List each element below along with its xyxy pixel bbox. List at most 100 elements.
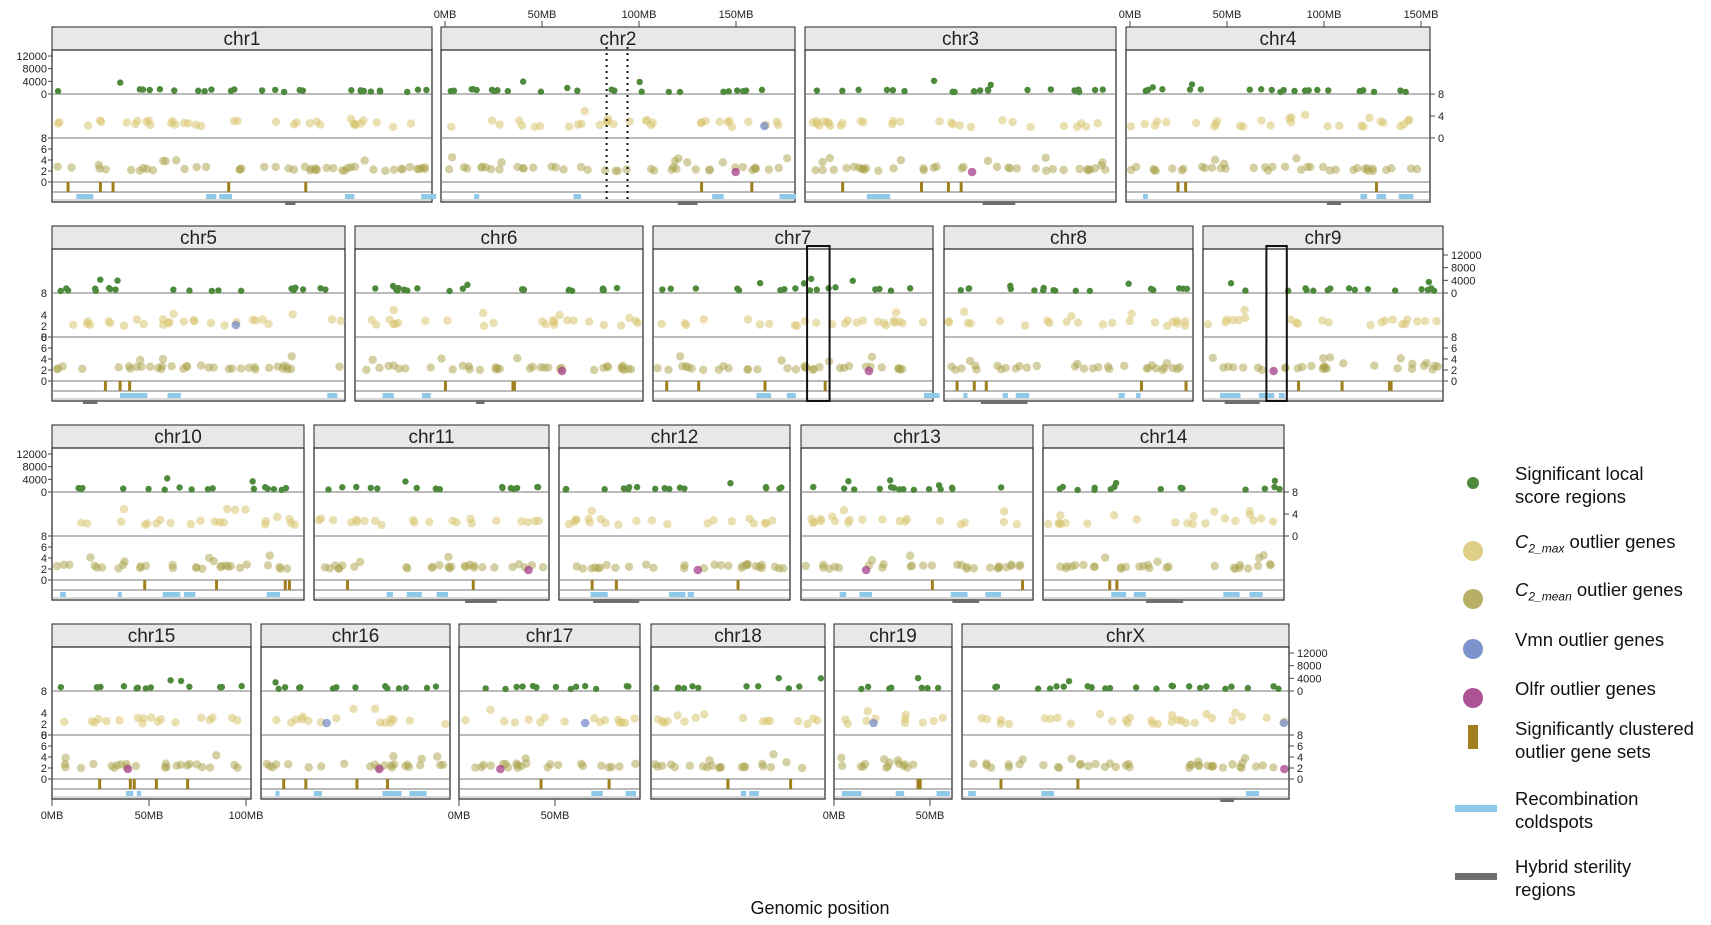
c2max-point — [165, 317, 174, 327]
c2max-point — [1126, 122, 1136, 131]
tan-dot-icon — [1463, 541, 1483, 561]
panel-chr13: chr13 — [800, 424, 1034, 603]
coldspot-segment — [625, 791, 637, 796]
outlier-tick-label: 8 — [41, 730, 47, 742]
local-score-point — [778, 484, 785, 491]
panel-chr8: chr8 — [943, 225, 1194, 404]
bottom-scale-label: 50MB — [916, 810, 945, 822]
c2max-point — [758, 717, 768, 726]
c2mean-point — [1032, 361, 1042, 371]
vmn-point — [322, 718, 331, 728]
local-score-point — [665, 88, 673, 96]
c2mean-point — [1105, 759, 1115, 768]
c2mean-point — [61, 753, 70, 763]
local-score-point — [1040, 284, 1047, 292]
outlier-tick-label: 0 — [1451, 376, 1457, 388]
olfr-point — [496, 764, 505, 774]
c2mean-point — [962, 562, 972, 572]
c2mean-point — [415, 761, 425, 770]
c2mean-point — [1168, 164, 1177, 173]
c2mean-point — [65, 560, 74, 569]
local-score-point — [970, 88, 978, 95]
c2max-point — [900, 718, 910, 728]
legend-label-local: Significant local score regions — [1515, 463, 1644, 507]
c2max-point — [549, 317, 559, 327]
top-scale-label: 100MB — [622, 9, 657, 21]
c2max-point — [727, 517, 736, 526]
cluster-bar — [539, 779, 543, 789]
local-score-point — [1168, 682, 1175, 689]
cluster-bar — [930, 580, 934, 590]
c2max-point — [1040, 714, 1050, 723]
outlier-tick-label: 0 — [41, 177, 47, 189]
local-score-point — [1197, 86, 1205, 93]
panel-title: chrX — [1106, 626, 1145, 647]
c2mean-point — [969, 564, 979, 573]
c2max-point — [1413, 317, 1422, 326]
c2mean-point — [1293, 364, 1303, 373]
c2max-point — [1285, 114, 1294, 123]
c2max-point — [405, 716, 415, 725]
local-score-point — [464, 281, 471, 289]
cluster-bar — [700, 182, 704, 192]
local-score-tick-label: 12000 — [16, 449, 47, 461]
panel-title: chr14 — [1140, 427, 1188, 448]
local-score-point — [855, 86, 862, 94]
c2mean-point — [209, 363, 218, 372]
panel-body — [458, 646, 641, 800]
c2mean-point — [401, 364, 410, 373]
local-score-point — [271, 86, 279, 94]
c2mean-point — [1054, 763, 1064, 772]
c2max-point — [461, 716, 470, 725]
c2mean-point — [1244, 564, 1253, 573]
c2max-point — [1171, 518, 1180, 527]
c2mean-point — [1012, 164, 1022, 173]
local-score-point — [133, 685, 140, 692]
local-score-tick-label: 8000 — [23, 64, 47, 76]
top-scale-label: 0MB — [434, 9, 457, 21]
c2max-point — [1167, 711, 1177, 720]
c2mean-point — [89, 759, 98, 769]
local-score-point — [97, 276, 104, 283]
outlier-tick-label: 0 — [1438, 133, 1444, 145]
c2max-point — [1000, 507, 1009, 516]
c2max-point — [793, 716, 803, 726]
olfr-point — [967, 167, 977, 177]
local-score-point — [414, 86, 422, 93]
cluster-bar — [511, 381, 515, 391]
c2max-point — [630, 714, 639, 723]
coldspot-segment — [740, 791, 747, 796]
coldspot-segment — [474, 194, 480, 199]
local-score-tick-label: 12000 — [16, 51, 47, 63]
local-score-point — [250, 485, 258, 493]
local-score-point — [813, 286, 821, 293]
c2max-point — [115, 716, 124, 725]
c2max-point — [955, 121, 964, 130]
c2max-point — [1125, 316, 1134, 326]
coldspot-segment — [859, 592, 873, 597]
c2max-point — [153, 717, 162, 726]
c2max-point — [1012, 520, 1022, 529]
coldspot-segment — [167, 393, 181, 398]
cluster-bar — [1021, 580, 1025, 590]
c2max-point — [1056, 511, 1065, 520]
coldspot-segment — [386, 592, 394, 597]
local-score-point — [574, 87, 581, 94]
local-score-point — [758, 86, 766, 94]
local-score-point — [272, 679, 279, 686]
panel-chr14: chr14 — [1042, 424, 1285, 603]
local-score-point — [1099, 86, 1106, 93]
c2mean-point — [1094, 363, 1103, 372]
c2mean-point — [513, 353, 522, 363]
c2mean-point — [702, 763, 712, 772]
c2max-point — [352, 517, 362, 526]
panel-chr12: chr12 — [558, 424, 791, 603]
olfr-point — [1269, 366, 1278, 376]
local-score-point — [1050, 286, 1057, 294]
c2max-point — [1220, 514, 1230, 523]
coldspot-segment — [1041, 791, 1054, 796]
c2max-point — [210, 517, 219, 526]
vmn-point — [231, 320, 241, 330]
outlier-tick-label: 2 — [41, 166, 47, 178]
outlier-tick-label: 0 — [41, 774, 47, 786]
